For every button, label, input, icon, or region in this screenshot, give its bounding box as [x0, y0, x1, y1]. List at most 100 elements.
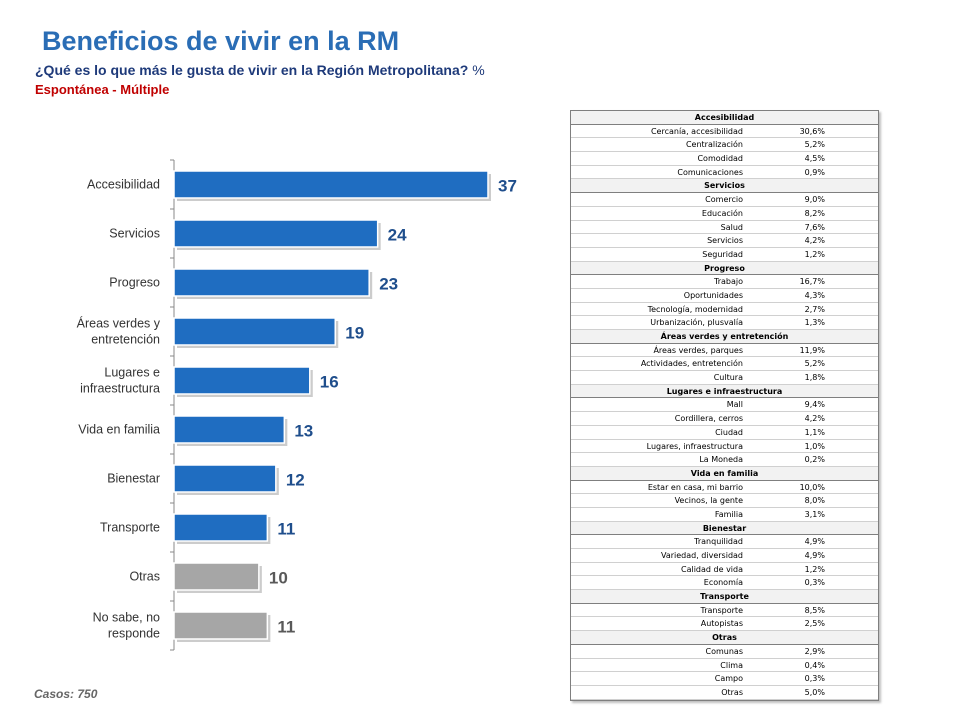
row-value: 0,3%: [804, 578, 825, 588]
row-value: 1,0%: [804, 441, 825, 451]
data-label: 11: [277, 618, 295, 637]
row-value: 0,9%: [804, 167, 825, 177]
bar: [173, 513, 269, 542]
bar: [173, 170, 489, 199]
row-label: Comercio: [705, 195, 743, 205]
row-value: 2,5%: [804, 619, 825, 629]
table-row: Comercio 9,0%: [571, 193, 878, 207]
table-row: Seguridad 1,2%: [571, 248, 878, 262]
row-label: Comunas: [705, 646, 743, 656]
data-label: 12: [286, 471, 305, 490]
table-row: Clima 0,4%: [571, 659, 878, 673]
table-group-header: Bienestar: [571, 521, 878, 536]
table-row: Cercanía, accesibilidad 30,6%: [571, 125, 878, 139]
row-value: 4,3%: [804, 290, 825, 300]
table-row: Comodidad 4,5%: [571, 152, 878, 166]
unit-label: %: [472, 62, 485, 78]
row-label: Otras: [721, 687, 743, 697]
data-label: 19: [345, 324, 364, 343]
page-title: Beneficios de vivir en la RM: [42, 26, 400, 56]
row-value: 5,2%: [804, 140, 825, 150]
row-label: Educación: [701, 208, 743, 218]
data-label: 16: [320, 373, 339, 392]
bar: [173, 268, 370, 297]
table-row: Áreas verdes, parques 11,9%: [571, 344, 878, 358]
table-row: Oportunidades 4,3%: [571, 289, 878, 303]
category-label: Otras: [129, 570, 160, 584]
bar: [173, 317, 336, 346]
row-label: Familia: [714, 509, 743, 519]
row-label: Trabajo: [714, 277, 743, 287]
row-label: Áreas verdes, parques: [653, 345, 743, 355]
table-row: Comunas 2,9%: [571, 645, 878, 659]
row-label: Oportunidades: [683, 290, 743, 300]
table-row: Tranquilidad 4,9%: [571, 535, 878, 549]
data-label: 23: [379, 275, 398, 294]
sample-size: Casos: 750: [34, 687, 98, 701]
row-value: 10,0%: [799, 482, 825, 492]
row-value: 1,3%: [804, 318, 825, 328]
row-label: Variedad, diversidad: [660, 551, 743, 560]
question-type: Espontánea - Múltiple: [35, 82, 170, 97]
table-row: Variedad, diversidad 4,9%: [571, 549, 878, 563]
row-label: Clima: [720, 660, 743, 670]
data-label: 13: [294, 422, 313, 441]
category-label: No sabe, no responde: [93, 611, 160, 641]
row-label: La Moneda: [699, 455, 743, 465]
bar: [173, 366, 311, 395]
row-label: Cercanía, accesibilidad: [650, 126, 743, 136]
table-group-header: Servicios: [571, 179, 878, 194]
row-label: Urbanización, plusvalía: [650, 318, 743, 328]
row-value: 1,2%: [804, 249, 825, 259]
row-value: 5,0%: [804, 687, 825, 697]
table-row: Comunicaciones 0,9%: [571, 166, 878, 180]
table-row: Calidad de vida 1,2%: [571, 563, 878, 577]
table-row: Lugares, infraestructura 1,0%: [571, 440, 878, 454]
table-group-header: Vida en familia: [571, 466, 878, 481]
row-value: 16,7%: [799, 277, 825, 287]
row-value: 3,1%: [804, 509, 825, 519]
table-group-header: Áreas verdes y entretención: [571, 330, 878, 344]
table-row: Servicios 4,2%: [571, 234, 878, 248]
row-label: Autopistas: [700, 619, 743, 629]
question-text: ¿Qué es lo que más le gusta de vivir en …: [35, 62, 469, 78]
table-row: Educación 8,2%: [571, 207, 878, 221]
row-label: Mall: [726, 400, 743, 410]
row-value: 2,7%: [804, 304, 825, 314]
data-label: 11: [277, 520, 295, 539]
row-label: Actividades, entretención: [640, 359, 743, 369]
bar: [173, 219, 379, 248]
table-group-header: Transporte: [571, 590, 878, 604]
table-group-header: Progreso: [571, 261, 878, 276]
table-row: Autopistas 2,5%: [571, 617, 878, 632]
row-value: 1,1%: [804, 427, 825, 437]
row-label: Centralización: [685, 140, 743, 150]
row-value: 8,0%: [804, 496, 825, 506]
table-row: Transporte 8,5%: [571, 604, 878, 618]
data-label: 37: [498, 177, 517, 196]
category-label: Transporte: [100, 521, 160, 535]
category-label: Bienestar: [107, 472, 160, 486]
row-label: Vecinos, la gente: [674, 496, 743, 506]
row-value: 2,9%: [804, 646, 825, 656]
row-label: Comunicaciones: [677, 167, 743, 177]
table-row: Cultura 1,8%: [571, 371, 878, 385]
row-value: 4,2%: [804, 414, 825, 424]
table-row: Tecnología, modernidad 2,7%: [571, 303, 878, 317]
breakdown-table: Accesibilidad Cercanía, accesibilidad 30,6…: [570, 110, 879, 701]
table-row: Urbanización, plusvalía 1,3%: [571, 316, 878, 330]
table-group-header: Otras: [571, 631, 878, 645]
row-label: Tecnología, modernidad: [647, 304, 743, 314]
category-label: Áreas verdes y entretención: [77, 316, 161, 347]
category-label: Vida en familia: [78, 423, 160, 437]
table-row: Trabajo 16,7%: [571, 275, 878, 289]
row-value: 30,6%: [799, 126, 825, 136]
row-value: 8,5%: [804, 605, 825, 615]
row-label: Comodidad: [697, 154, 743, 164]
row-value: 8,2%: [804, 208, 825, 218]
data-label: 10: [269, 569, 288, 588]
row-value: 4,9%: [804, 551, 825, 560]
row-label: Servicios: [707, 236, 743, 246]
row-label: Seguridad: [702, 249, 743, 259]
bar: [173, 562, 260, 591]
